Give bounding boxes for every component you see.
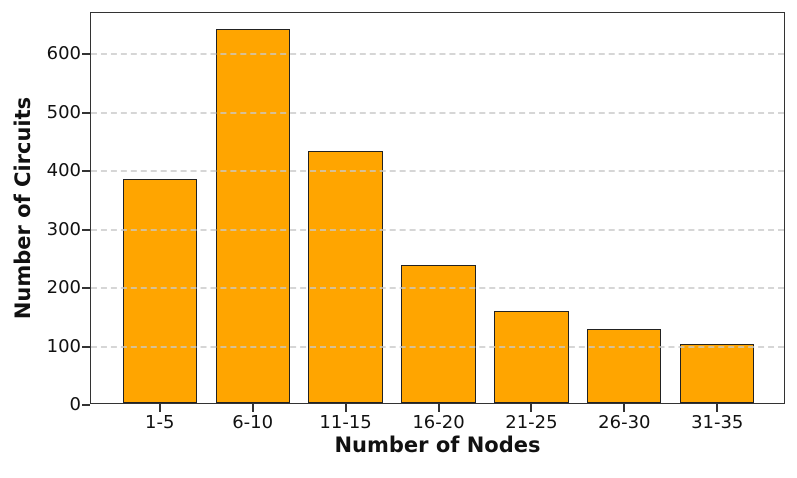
x-tick-mark [530,404,533,412]
gridline [91,111,784,114]
bar [308,150,383,403]
bar [215,29,290,403]
plot-area: Number of Nodes 0 100 200 300 400 500 600 1-5 6-… [47,12,785,457]
bar [122,179,197,403]
y-tick-label: 500 [46,101,81,123]
bar [401,265,476,403]
bar [680,344,755,403]
x-tick-label: 1-5 [145,412,175,433]
y-tick-mark [82,287,90,290]
bar [587,329,662,403]
y-tick-mark [82,53,90,56]
x-axis-label: Number of Nodes [334,433,541,457]
gridline [91,228,784,231]
gridline [91,345,784,348]
y-tick-label: 200 [46,277,81,299]
gridline [91,53,784,56]
x-tick-label: 6-10 [232,412,274,433]
gridline [91,170,784,173]
x-tick-label: 16-20 [412,412,465,433]
y-tick-label: 100 [46,335,81,357]
x-tick-label: 31-35 [691,412,744,433]
y-tick-label: 600 [46,43,81,65]
y-tick-mark [82,170,90,173]
y-tick-mark [82,345,90,348]
x-tick-label: 21-25 [505,412,558,433]
x-tick-mark [158,404,161,412]
y-tick-label: 0 [69,394,81,415]
y-tick-mark [82,404,90,406]
x-tick-mark [716,404,719,412]
x-tick-mark [344,404,347,412]
x-tick-mark [251,404,254,412]
y-tick-label: 300 [46,218,81,240]
bar [494,311,569,403]
y-tick-mark [82,228,90,231]
gridline [91,287,784,290]
y-tick-label: 400 [46,160,81,182]
x-tick-label: 26-30 [598,412,651,433]
x-tick-mark [623,404,626,412]
y-tick-mark [82,111,90,114]
x-tick-label: 11-15 [319,412,372,433]
x-tick-mark [437,404,440,412]
